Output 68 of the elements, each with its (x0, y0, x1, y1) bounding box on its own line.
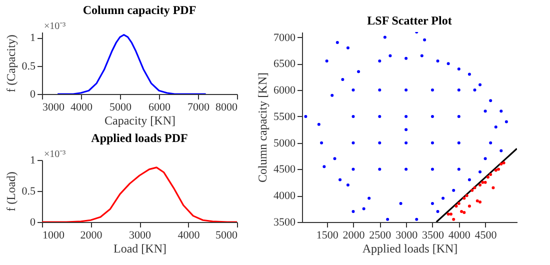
y-axis-title: f (Capacity) (4, 34, 18, 92)
point (494, 168, 498, 172)
point (497, 168, 500, 171)
x-tick-label: 3500 (422, 230, 444, 242)
chart-title: Column capacity PDF (82, 3, 196, 17)
text: ×10⁻³ (44, 149, 66, 160)
point (476, 199, 479, 202)
y-tick-label: 6000 (274, 84, 296, 97)
x-tick-label: 5000 (110, 102, 132, 114)
text: ×10⁻³ (44, 21, 66, 32)
x-tick-label: 3000 (42, 102, 65, 114)
x-tick-label: 6000 (148, 102, 171, 114)
y-tick-label: 1 (30, 32, 36, 44)
x-tick-label: 3000 (129, 230, 152, 242)
point (468, 204, 471, 208)
y-tick-label: 7000 (274, 32, 296, 44)
point (492, 186, 495, 190)
y-axis-title: f (Load) (4, 172, 18, 212)
x-axis-title: Capacity [KN] (104, 114, 176, 128)
point (452, 218, 456, 221)
x-axis-title: Load [KN] (114, 242, 166, 256)
point (500, 162, 503, 166)
point (502, 161, 506, 164)
line-series (56, 34, 207, 94)
y-tick-label: 1 (30, 154, 36, 166)
x-tick-label: 1000 (42, 230, 65, 242)
point (460, 210, 464, 213)
x-tick-label: 4000 (448, 230, 471, 242)
x-tick-label: 2000 (80, 230, 103, 242)
point (486, 176, 490, 179)
point (478, 184, 482, 187)
point (478, 200, 482, 204)
point (481, 180, 484, 184)
point (454, 204, 458, 208)
point (446, 212, 450, 216)
y-tick-label: 5000 (274, 137, 296, 150)
x-tick-label: 5000 (216, 230, 238, 242)
point (449, 212, 452, 216)
x-tick-label: 4000 (70, 102, 93, 114)
y-tick-label: 0.5 (22, 60, 36, 72)
point (470, 188, 474, 192)
y-tick-label: 0 (30, 88, 36, 100)
x-tick-label: 4500 (474, 230, 498, 242)
point (462, 211, 466, 214)
x-axis-title: Applied loads [KN] (362, 242, 458, 256)
x-tick-label: 1500 (316, 230, 339, 242)
y-tick-label: 6500 (274, 58, 296, 70)
y-tick-label: 5500 (274, 110, 296, 123)
y-tick-label: 0 (30, 216, 36, 228)
y-tick-label: 0.5 (22, 186, 36, 198)
chart-title: Applied loads PDF (91, 131, 188, 145)
point (465, 194, 468, 198)
x-tick-label: 4000 (178, 230, 200, 242)
chart-title: LSF Scatter Plot (367, 13, 452, 28)
y-axis-title: Column capacity [KN] (256, 72, 270, 182)
point (473, 186, 476, 190)
y-tick-label: 3500 (274, 216, 296, 228)
y-tick-label: 4000 (274, 190, 296, 202)
point (462, 196, 466, 200)
y-tick-label: 4500 (274, 164, 296, 176)
x-tick-label: 8000 (216, 102, 238, 114)
point (484, 180, 487, 184)
x-tick-label: 3000 (396, 230, 418, 242)
point (457, 202, 460, 206)
x-tick-label: 2000 (342, 230, 366, 242)
x-tick-label: 2500 (369, 230, 392, 242)
point (489, 173, 492, 176)
x-tick-label: 7000 (188, 102, 210, 114)
